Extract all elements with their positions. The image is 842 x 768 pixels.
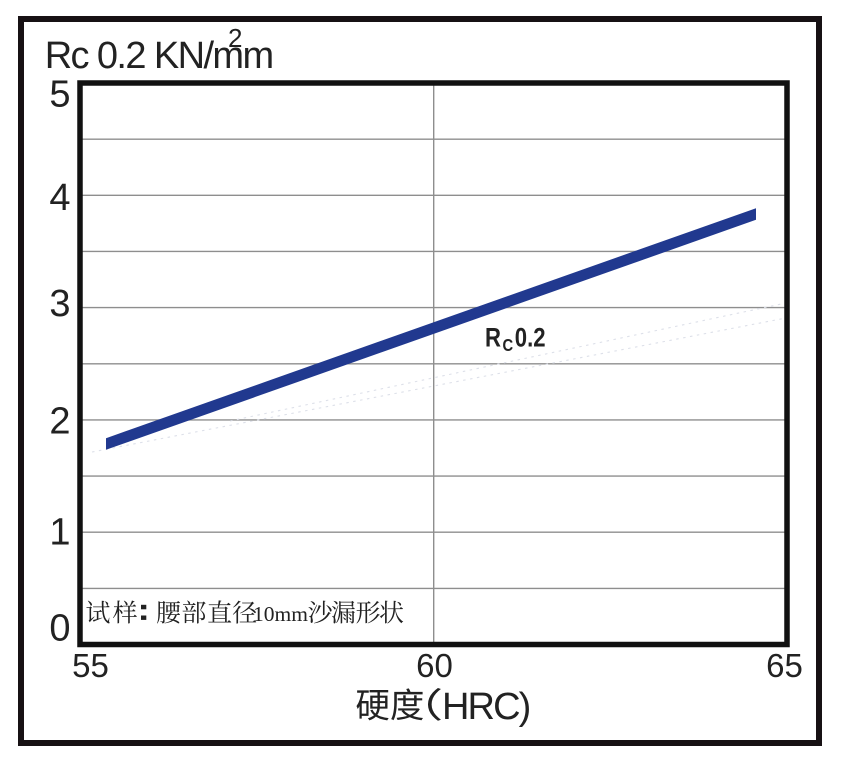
svg-text:3: 3: [49, 283, 70, 325]
svg-text:0.2: 0.2: [515, 324, 546, 354]
svg-text:HRC): HRC): [442, 686, 530, 728]
svg-text:60: 60: [416, 647, 453, 684]
svg-text:2: 2: [228, 23, 242, 53]
svg-text:10mm: 10mm: [253, 602, 308, 626]
svg-text:1: 1: [49, 512, 70, 554]
svg-text:R: R: [485, 324, 501, 354]
svg-text:Rc 0.2 KN/mm: Rc 0.2 KN/mm: [45, 35, 273, 77]
svg-text:0: 0: [49, 608, 70, 650]
svg-text:4: 4: [49, 177, 70, 219]
svg-text:55: 55: [72, 647, 109, 684]
svg-text:5: 5: [49, 74, 70, 116]
svg-text:65: 65: [766, 647, 803, 684]
svg-text:2: 2: [49, 401, 70, 443]
svg-text:C: C: [502, 335, 513, 355]
